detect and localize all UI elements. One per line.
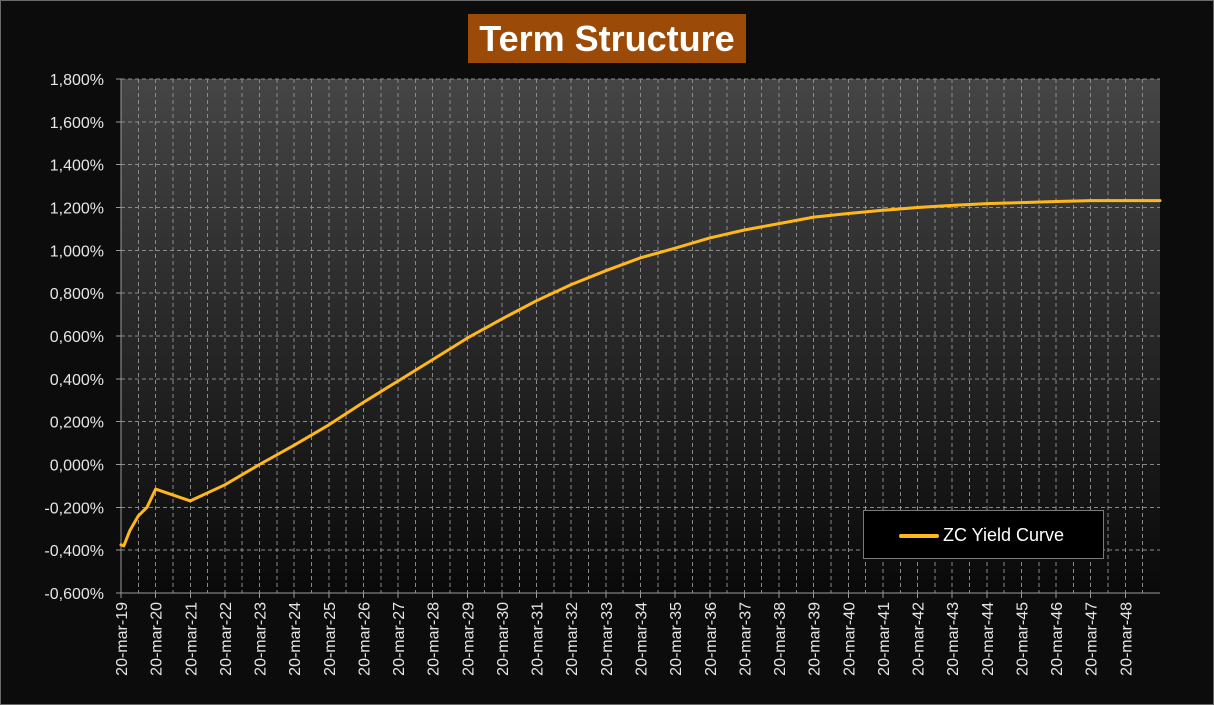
x-tick-label: 20-mar-42 <box>911 602 928 676</box>
x-tick-label: 20-mar-37 <box>737 602 754 676</box>
x-tick-label: 20-mar-19 <box>114 602 131 676</box>
legend: ZC Yield Curve <box>863 510 1104 559</box>
y-tick-label: 0,000% <box>50 458 104 475</box>
x-tick-label: 20-mar-38 <box>772 602 789 676</box>
x-tick-label: 20-mar-32 <box>564 602 581 676</box>
y-tick-label: 0,600% <box>50 329 104 346</box>
x-tick-label: 20-mar-25 <box>322 602 339 676</box>
x-tick-label: 20-mar-26 <box>356 602 373 676</box>
chart-title-box: Term Structure <box>468 14 746 63</box>
y-tick-label: 0,400% <box>50 372 104 389</box>
x-tick-label: 20-mar-34 <box>634 602 651 676</box>
x-tick-label: 20-mar-43 <box>945 602 962 676</box>
y-tick-label: 1,600% <box>50 115 104 132</box>
x-tick-label: 20-mar-45 <box>1014 602 1031 676</box>
chart-title: Term Structure <box>479 17 735 59</box>
x-tick-label: 20-mar-39 <box>807 602 824 676</box>
x-tick-label: 20-mar-30 <box>495 602 512 676</box>
x-tick-label: 20-mar-21 <box>183 602 200 676</box>
x-tick-label: 20-mar-27 <box>391 602 408 676</box>
x-tick-label: 20-mar-31 <box>530 602 547 676</box>
y-tick-label: -0,400% <box>44 543 104 560</box>
x-tick-label: 20-mar-20 <box>149 602 166 676</box>
y-tick-label: 1,000% <box>50 243 104 260</box>
x-tick-label: 20-mar-33 <box>599 602 616 676</box>
legend-label: ZC Yield Curve <box>943 525 1065 545</box>
series-line-zc-yield-curve <box>119 199 1162 548</box>
y-axis-ticks: 1,800% 1,600% 1,400% 1,200% 1,000% 0,800% 0,60… <box>44 72 104 603</box>
x-tick-label: 20-mar-35 <box>668 602 685 676</box>
y-tick-label: 1,400% <box>50 158 104 175</box>
x-tick-label: 20-mar-41 <box>876 602 893 676</box>
x-tick-label: 20-mar-24 <box>287 602 304 676</box>
y-tick-label: -0,200% <box>44 500 104 517</box>
y-tick-label: 1,800% <box>50 72 104 89</box>
x-tick-label: 20-mar-23 <box>253 602 270 676</box>
series-group <box>119 199 1162 548</box>
x-tick-label: 20-mar-48 <box>1118 602 1135 676</box>
y-tick-label: 1,200% <box>50 201 104 218</box>
x-tick-label: 20-mar-22 <box>218 602 235 676</box>
x-tick-label: 20-mar-47 <box>1084 602 1101 676</box>
x-axis-ticks: 20-mar-19 20-mar-20 20-mar-21 20-mar-22 20-m… <box>114 602 1135 676</box>
y-tick-label: -0,600% <box>44 586 104 603</box>
y-tick-label: 0,800% <box>50 286 104 303</box>
x-tick-label: 20-mar-36 <box>703 602 720 676</box>
x-tick-label: 20-mar-44 <box>980 602 997 676</box>
x-tick-label: 20-mar-28 <box>426 602 443 676</box>
y-tick-label: 0,200% <box>50 415 104 432</box>
x-tick-label: 20-mar-40 <box>841 602 858 676</box>
x-tick-label: 20-mar-46 <box>1049 602 1066 676</box>
legend-swatch <box>899 534 939 538</box>
axes <box>116 78 1160 598</box>
x-tick-label: 20-mar-29 <box>460 602 477 676</box>
